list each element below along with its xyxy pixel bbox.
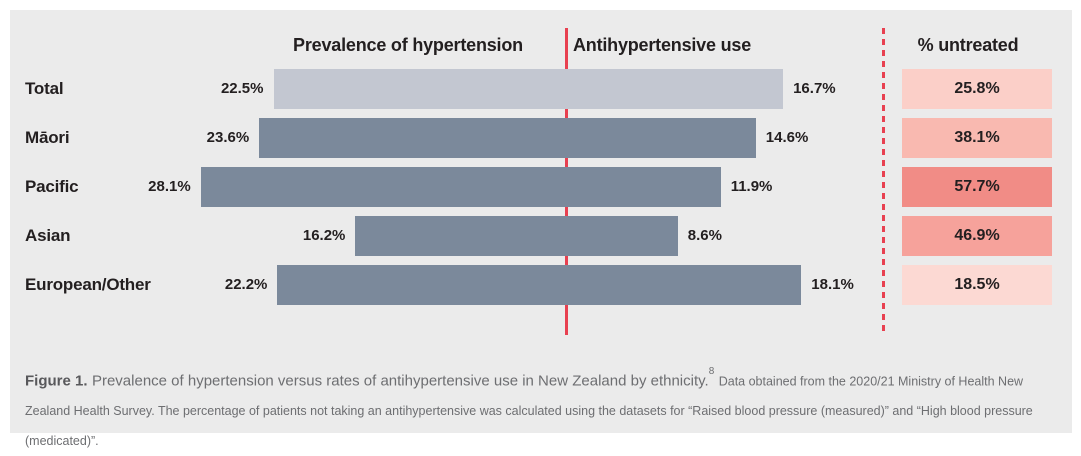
figure-caption: Figure 1. Prevalence of hypertension ver…: [25, 362, 1070, 456]
use-value: 16.7%: [793, 80, 836, 97]
prevalence-value: 16.2%: [302, 227, 346, 244]
untreated-cell: 25.8%: [902, 69, 1052, 109]
figure-panel: Prevalence of hypertension Antihypertens…: [10, 10, 1072, 448]
untreated-value: 18.5%: [954, 276, 1000, 293]
use-value: 14.6%: [765, 129, 809, 146]
untreated-cell: 57.7%: [902, 167, 1052, 207]
figure-label: Figure 1.: [25, 372, 88, 390]
antihypertensive-use-header: Antihypertensive use: [572, 35, 752, 55]
prevalence-value: 28.1%: [148, 178, 191, 195]
row-bar: [259, 118, 756, 158]
untreated-cell: 38.1%: [902, 118, 1052, 158]
category-label: Asian: [25, 226, 71, 245]
row-bar: [355, 216, 678, 256]
row-bar: [277, 265, 802, 305]
use-value: 11.9%: [730, 178, 773, 195]
caption-main-text: Prevalence of hypertension versus rates …: [91, 372, 709, 390]
use-value: 18.1%: [811, 276, 854, 293]
prevalence-value: 22.5%: [220, 80, 264, 97]
category-label: Māori: [25, 128, 70, 147]
use-value: 8.6%: [687, 227, 722, 244]
untreated-cell: 18.5%: [902, 265, 1052, 305]
prevalence-value: 23.6%: [206, 129, 250, 146]
untreated-header: % untreated: [917, 35, 1019, 55]
untreated-value: 38.1%: [954, 129, 1000, 146]
row-bar: [273, 69, 784, 109]
category-label: Total: [25, 79, 64, 98]
category-label: European/Other: [25, 275, 151, 294]
caption-reference-number: 8: [708, 366, 715, 377]
untreated-value: 46.9%: [954, 227, 1000, 244]
untreated-value: 57.7%: [954, 178, 1000, 195]
prevalence-header: Prevalence of hypertension: [293, 35, 523, 55]
untreated-value: 25.8%: [954, 80, 1000, 97]
untreated-divider-line: [882, 28, 885, 335]
prevalence-value: 22.2%: [224, 276, 268, 293]
category-label: Pacific: [25, 177, 79, 196]
untreated-cell: 46.9%: [902, 216, 1052, 256]
row-bar: [200, 167, 721, 207]
